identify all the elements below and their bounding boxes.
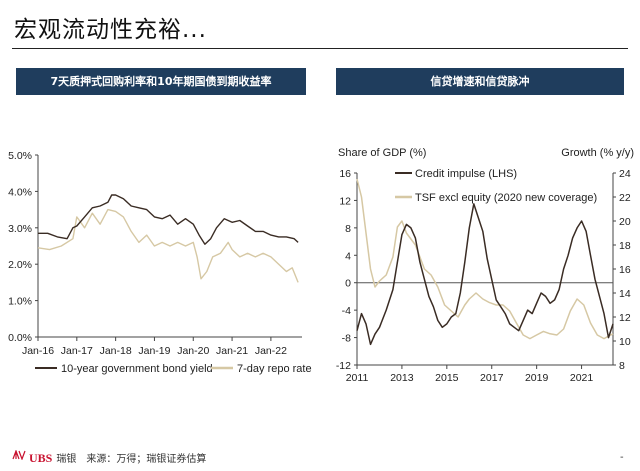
right-right-tick-label: 16 — [619, 264, 631, 276]
left-x-tick-label: Jan-17 — [61, 345, 93, 357]
right-right-tick-label: 12 — [619, 312, 631, 324]
legend-label-repo: 7-day repo rate — [237, 363, 312, 375]
right-right-tick-label: 24 — [619, 168, 631, 180]
right-panel-title: 信贷增速和信贷脉冲 — [336, 68, 624, 95]
page-mark: - — [620, 452, 624, 463]
legend-label-bond: 10-year government bond yield — [61, 363, 213, 375]
footer: UBS 瑞银 来源：万得；瑞银证券估算 — [12, 450, 206, 466]
right-x-tick-label: 2015 — [435, 372, 459, 384]
legend-label-credit: Credit impulse (LHS) — [415, 168, 517, 180]
left-y-tick-label: 1.0% — [8, 296, 32, 308]
left-y-tick-label: 3.0% — [8, 223, 32, 235]
right-left-tick-label: 4 — [345, 250, 351, 262]
right-left-tick-label: 16 — [339, 168, 351, 180]
right-x-tick-label: 2011 — [346, 372, 369, 384]
left-y-tick-label: 5.0% — [8, 150, 32, 162]
footer-brand: UBS — [29, 451, 53, 465]
series-line-bond — [38, 194, 299, 245]
series-line-tsf — [356, 178, 614, 340]
footer-source: 来源：万得；瑞银证券估算 — [86, 454, 207, 465]
right-left-tick-label: 12 — [339, 195, 351, 207]
series-line-repo — [37, 208, 299, 283]
ubs-keys-icon — [12, 450, 26, 462]
right-x-tick-label: 2021 — [570, 372, 594, 384]
left-x-tick-label: Jan-19 — [138, 345, 170, 357]
left-x-tick-label: Jan-20 — [177, 345, 209, 357]
left-panel-title: 7天质押式回购利率和10年期国债到期收益率 — [16, 68, 306, 95]
series-line-credit-impulse — [356, 203, 614, 346]
left-x-tick-label: Jan-18 — [100, 345, 132, 357]
left-x-tick-label: Jan-22 — [255, 345, 287, 357]
right-y-label-left: Share of GDP (%) — [338, 147, 426, 159]
right-x-tick-label: 2019 — [525, 372, 549, 384]
right-right-tick-label: 18 — [619, 240, 631, 252]
left-y-tick-label: 2.0% — [8, 259, 32, 271]
right-left-tick-label: 8 — [345, 223, 351, 235]
right-x-tick-label: 2013 — [390, 372, 414, 384]
right-right-tick-label: 8 — [619, 360, 625, 372]
right-left-tick-label: -8 — [342, 333, 351, 345]
right-left-tick-label: -4 — [342, 305, 351, 317]
left-y-tick-label: 4.0% — [8, 186, 32, 198]
right-x-tick-label: 2017 — [480, 372, 504, 384]
title-divider — [12, 48, 628, 49]
footer-brand-cn: 瑞银 — [56, 454, 77, 465]
right-right-tick-label: 22 — [619, 192, 631, 204]
legend-label-tsf: TSF excl equity (2020 new coverage) — [415, 192, 597, 204]
left-x-tick-label: Jan-21 — [216, 345, 248, 357]
right-left-tick-label: -12 — [336, 360, 351, 372]
right-right-tick-label: 10 — [619, 336, 631, 348]
right-y-label-right: Growth (% y/y) — [561, 147, 634, 159]
left-x-tick-label: Jan-16 — [22, 345, 54, 357]
right-right-tick-label: 14 — [619, 288, 631, 300]
left-y-tick-label: 0.0% — [8, 332, 32, 344]
right-left-tick-label: 0 — [345, 278, 351, 290]
page-title: 宏观流动性充裕... — [14, 17, 207, 43]
right-right-tick-label: 20 — [619, 216, 631, 228]
